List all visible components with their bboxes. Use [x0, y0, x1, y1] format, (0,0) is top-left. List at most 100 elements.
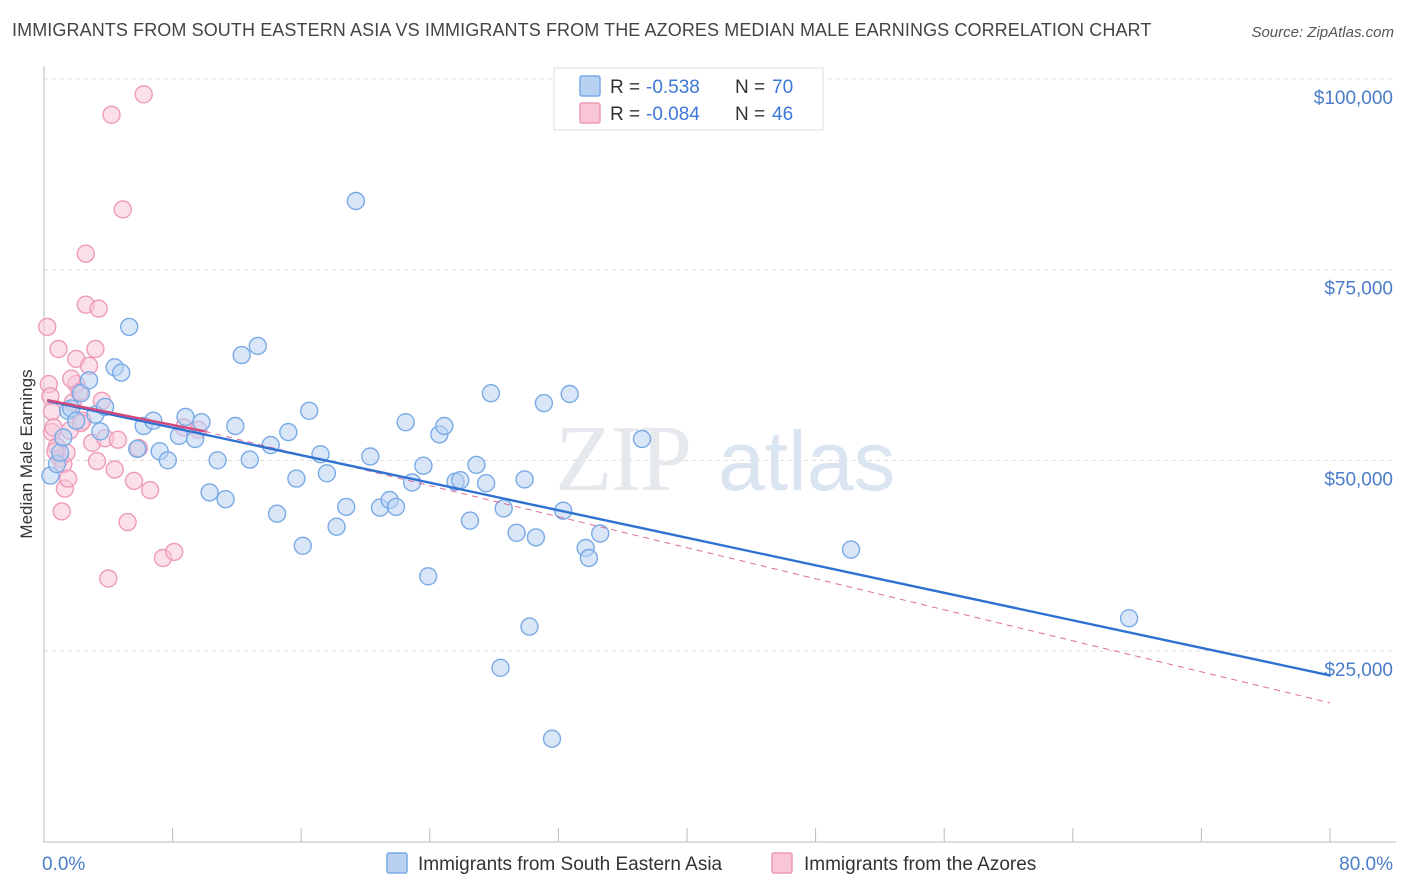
sea-point-35	[293, 536, 312, 555]
sea-point-26	[216, 490, 235, 509]
sea-point-54	[460, 511, 480, 530]
sea-point-66	[560, 384, 579, 404]
azores-point-7	[49, 339, 68, 359]
sea-point-39	[327, 517, 346, 536]
stats-swatch-sea	[579, 75, 601, 97]
stats-r-value-azores: -0.084	[646, 104, 700, 125]
sea-point-64	[542, 729, 562, 748]
y-axis-label: Median Male Earnings	[17, 369, 36, 538]
azores-point-32	[113, 200, 133, 219]
y-tick-label-3: $100,000	[1314, 88, 1393, 109]
stats-r-label-azores: R =	[610, 104, 640, 125]
x-ticks	[43, 828, 1331, 842]
axes	[43, 66, 1396, 843]
stats-swatch-azores	[579, 102, 601, 124]
sea-point-70	[632, 429, 652, 449]
sea-point-6	[66, 411, 86, 430]
azores-point-39	[164, 542, 184, 562]
sea-point-42	[361, 447, 380, 466]
sea-point-61	[520, 617, 539, 636]
sea-point-14	[119, 317, 139, 337]
azores-point-34	[124, 471, 144, 491]
legend-label-azores: Immigrants from the Azores	[804, 854, 1036, 875]
sea-point-24	[200, 483, 219, 502]
watermark-atlas: atlas	[718, 414, 895, 508]
sea-point-51	[435, 416, 454, 436]
sea-point-62	[526, 528, 546, 547]
y-tick-label-2: $75,000	[1324, 279, 1393, 300]
sea-point-32	[267, 504, 287, 523]
sea-point-27	[226, 416, 245, 436]
sea-point-30	[248, 336, 267, 356]
series-sea-points	[41, 191, 1139, 748]
sea-point-28	[232, 345, 251, 365]
gridlines	[44, 78, 1396, 652]
sea-point-23	[192, 413, 211, 432]
chart-source: Source: ZipAtlas.com	[1251, 24, 1394, 41]
azores-point-31	[108, 430, 128, 449]
watermark-zip: ZIP	[555, 407, 690, 511]
azores-point-29	[102, 105, 121, 125]
stats-r-value-sea: -0.538	[646, 77, 700, 98]
x-tick-label-start: 0.0%	[42, 854, 85, 875]
y-tick-label-1: $50,000	[1324, 469, 1393, 490]
azores-point-28	[99, 569, 118, 588]
x-tick-label-1: 80.0%	[1339, 854, 1393, 875]
legend-swatch-azores	[771, 852, 793, 874]
sea-point-57	[481, 384, 501, 403]
sea-point-13	[111, 363, 131, 382]
sea-point-40	[337, 497, 356, 517]
stats-n-value-azores: 46	[772, 104, 793, 125]
sea-point-46	[396, 413, 415, 432]
sea-point-48	[414, 456, 433, 475]
sea-point-59	[507, 523, 526, 542]
trend-sea	[46, 399, 1331, 677]
azores-point-33	[118, 512, 137, 532]
sea-point-55	[467, 455, 486, 475]
sea-point-38	[317, 464, 337, 483]
watermark: ZIP atlas	[555, 407, 895, 511]
y-tick-label-0: $25,000	[1324, 660, 1393, 681]
y-tick-labels: $25,000 $50,000 $75,000 $100,000	[1314, 88, 1393, 681]
azores-point-30	[105, 460, 124, 479]
sea-point-19	[158, 451, 178, 470]
azores-point-42	[62, 369, 81, 388]
azores-point-0	[38, 317, 57, 337]
sea-point-71	[491, 658, 510, 677]
stats-n-value-sea: 70	[772, 77, 793, 98]
sea-point-60	[515, 470, 534, 489]
sea-point-69	[591, 524, 610, 543]
series-azores-points	[38, 85, 208, 588]
trend-azores-extension	[204, 430, 1331, 704]
sea-point-53	[451, 471, 470, 490]
sea-point-8	[79, 371, 99, 390]
stats-n-label-sea: N =	[735, 77, 765, 98]
sea-point-34	[287, 469, 306, 488]
sea-point-72	[841, 540, 861, 559]
series-legend: Immigrants from South Eastern Asia Immig…	[386, 852, 1036, 875]
sea-point-49	[419, 567, 438, 586]
sea-point-68	[579, 548, 599, 568]
sea-point-15	[127, 439, 147, 459]
sea-point-29	[240, 450, 260, 469]
sea-point-10	[91, 422, 110, 441]
sea-point-41	[346, 191, 366, 211]
azores-point-36	[134, 85, 153, 104]
sea-point-33	[279, 422, 298, 442]
azores-point-45	[87, 451, 107, 471]
sea-point-63	[534, 393, 554, 413]
sea-point-21	[176, 407, 195, 427]
azores-point-25	[89, 299, 108, 318]
legend-swatch-sea	[386, 852, 408, 874]
trend-azores	[46, 398, 205, 433]
chart-title: IMMIGRANTS FROM SOUTH EASTERN ASIA VS IM…	[12, 20, 1152, 40]
stats-legend: R = -0.538 N = 70 R = -0.084 N = 46	[553, 67, 824, 131]
stats-r-label-sea: R =	[610, 77, 640, 98]
azores-point-9	[52, 502, 71, 521]
sea-point-3	[54, 428, 73, 447]
azores-point-37	[140, 480, 160, 500]
sea-point-36	[300, 401, 319, 420]
legend-label-sea: Immigrants from South Eastern Asia	[418, 854, 723, 875]
sea-point-56	[476, 474, 496, 493]
